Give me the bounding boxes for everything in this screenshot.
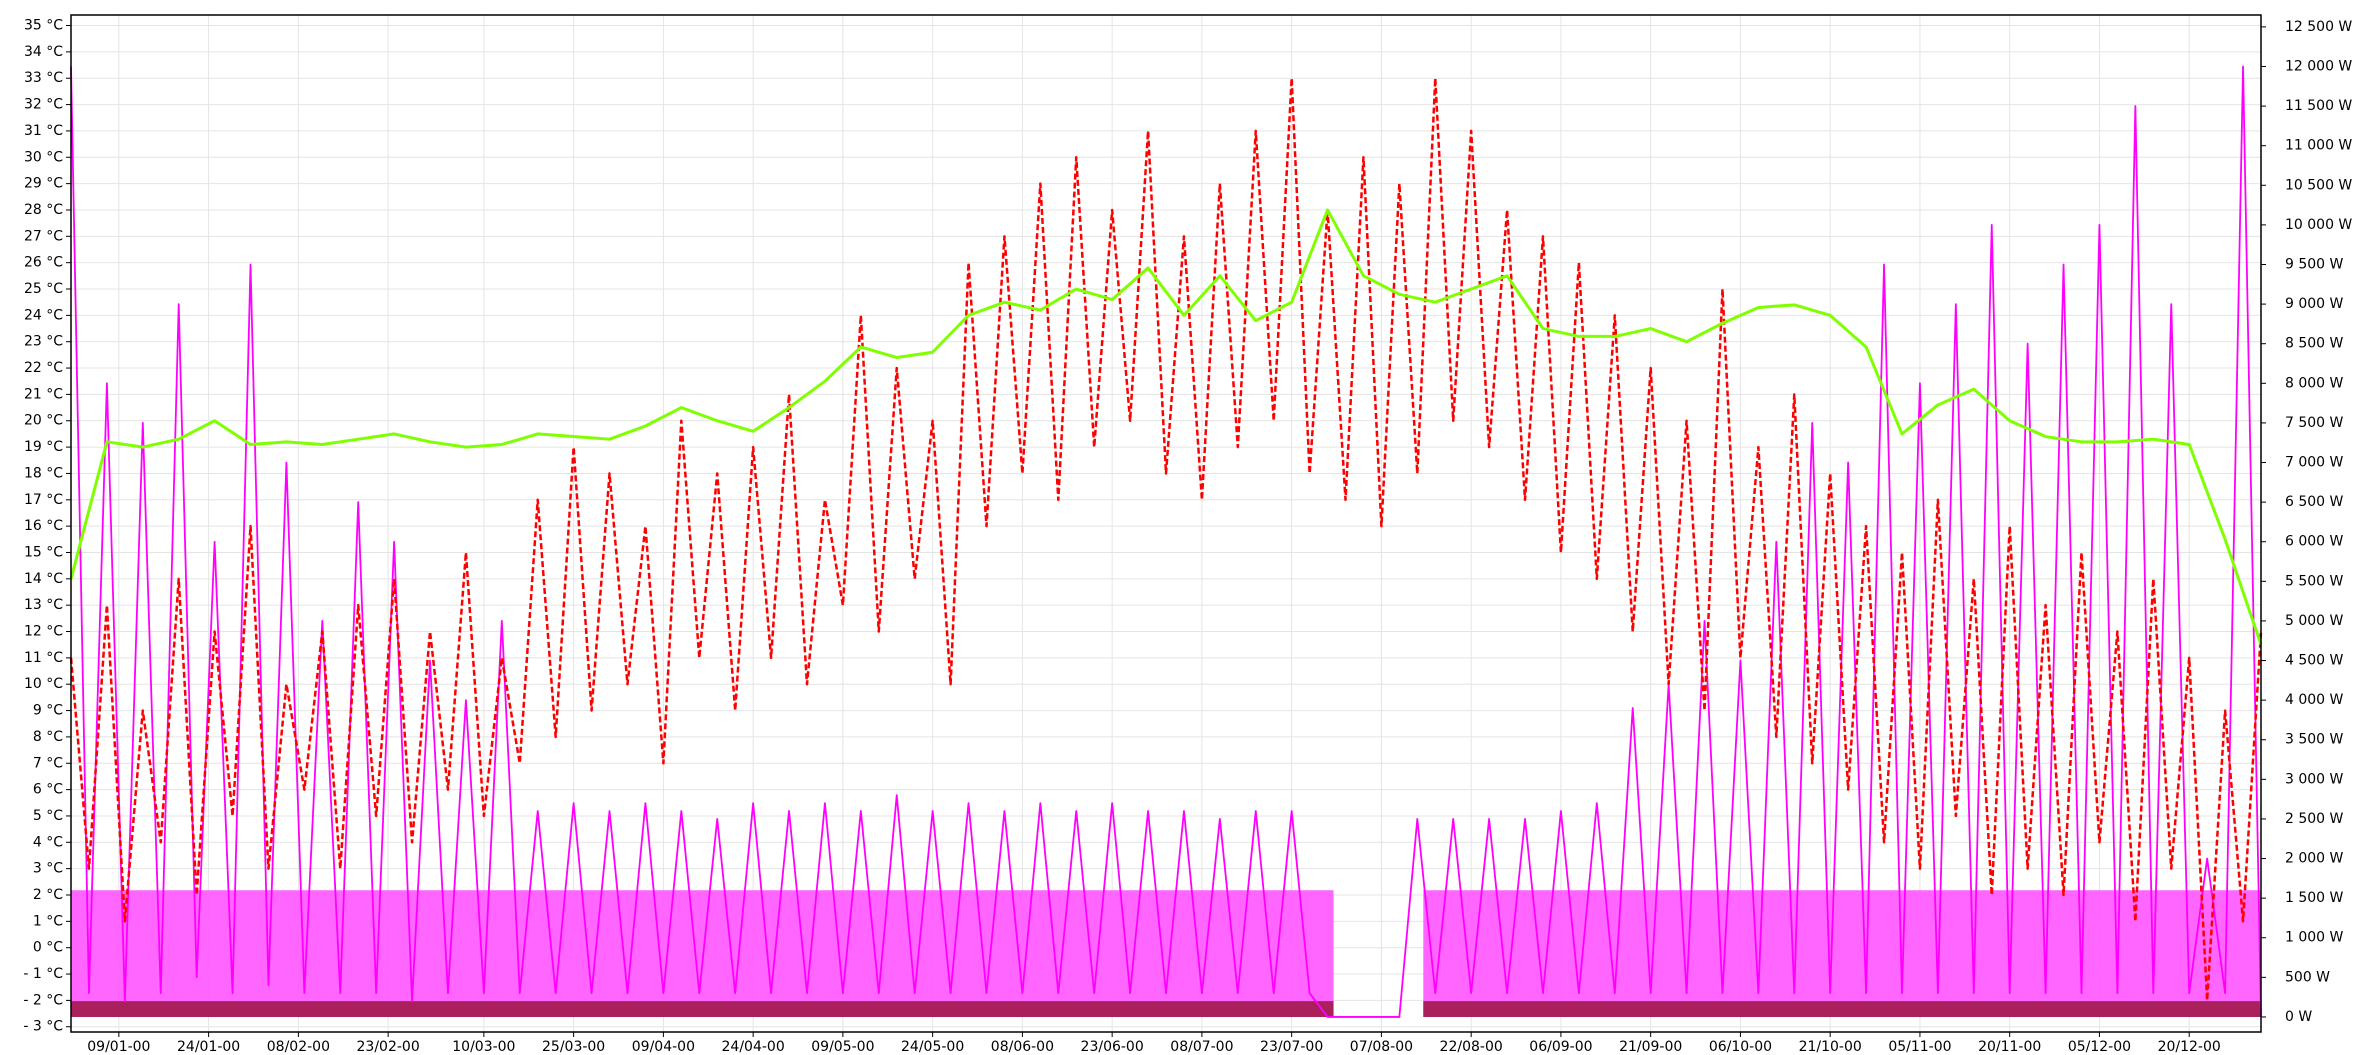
x-tick-label: 24/01-00 [177,1039,240,1055]
y2-tick-label: 9 500 W [2285,256,2344,272]
y-tick-label: 22 °C [24,360,63,376]
y-tick-label: 28 °C [24,202,63,218]
y2-tick-label: 5 500 W [2285,573,2344,589]
area [71,890,2261,1017]
y-tick-label: - 3 °C [23,1019,63,1035]
x-tick-label: 06/10-00 [1709,1039,1772,1055]
x-tick-label: 06/09-00 [1529,1039,1592,1055]
y-tick-label: 13 °C [24,597,63,613]
x-tick-label: 09/01-00 [87,1039,150,1055]
y-tick-label: 21 °C [24,386,63,402]
y-tick-label: 19 °C [24,439,63,455]
x-tick-label: 23/07-00 [1260,1039,1323,1055]
y2-tick-label: 8 000 W [2285,375,2344,391]
y2-tick-label: 8 500 W [2285,336,2344,352]
y-tick-label: 27 °C [24,228,63,244]
x-tick-label: 09/04-00 [632,1039,695,1055]
area [71,1001,2261,1017]
x-tick-label: 24/05-00 [901,1039,964,1055]
x-tick-label: 25/03-00 [542,1039,605,1055]
y2-tick-label: 500 W [2285,969,2330,985]
y-tick-label: 18 °C [24,465,63,481]
x-tick-label: 08/07-00 [1170,1039,1233,1055]
x-tick-label: 08/02-00 [267,1039,330,1055]
y-tick-label: 32 °C [24,97,63,113]
y-tick-label: 31 °C [24,123,63,139]
x-tick-label: 20/11-00 [1978,1039,2041,1055]
y-tick-label: 10 °C [24,676,63,692]
x-tick-label: 21/10-00 [1799,1039,1862,1055]
y2-tick-label: 9 000 W [2285,296,2344,312]
y-tick-label: 35 °C [24,18,63,34]
y2-tick-label: 6 000 W [2285,534,2344,550]
x-tick-label: 07/08-00 [1350,1039,1413,1055]
y-tick-label: 7 °C [33,755,63,771]
y2-tick-label: 1 000 W [2285,930,2344,946]
y-tick-label: 0 °C [33,940,63,956]
line [69,76,2263,1002]
x-tick-label: 23/02-00 [357,1039,420,1055]
y2-tick-label: 12 000 W [2285,58,2352,74]
y-tick-label: - 1 °C [23,966,63,982]
y2-tick-label: 11 500 W [2285,98,2352,114]
y-tick-label: 14 °C [24,571,63,587]
y-tick-label: 23 °C [24,334,63,350]
y2-tick-label: 1 500 W [2285,890,2344,906]
y2-tick-label: 2 000 W [2285,851,2344,867]
y2-tick-label: 12 500 W [2285,19,2352,35]
y-tick-label: 8 °C [33,729,63,745]
x-tick-label: 22/08-00 [1440,1039,1503,1055]
x-tick-label: 05/11-00 [1888,1039,1951,1055]
y2-tick-label: 3 000 W [2285,771,2344,787]
y2-tick-label: 4 500 W [2285,653,2344,669]
y-tick-label: 12 °C [24,624,63,640]
y2-tick-label: 7 500 W [2285,415,2344,431]
y2-tick-label: 2 500 W [2285,811,2344,827]
y-tick-label: 24 °C [24,307,63,323]
y-tick-label: 26 °C [24,255,63,271]
y2-tick-label: 3 500 W [2285,732,2344,748]
x-tick-label: 05/12-00 [2068,1039,2131,1055]
y-tick-label: - 2 °C [23,992,63,1008]
line [70,65,2262,1018]
y2-tick-label: 7 000 W [2285,455,2344,471]
y-tick-label: 25 °C [24,281,63,297]
y-tick-label: 33 °C [24,70,63,86]
y-tick-label: 1 °C [33,913,63,929]
y2-tick-label: 10 500 W [2285,177,2352,193]
y-tick-label: 3 °C [33,861,63,877]
y-tick-label: 30 °C [24,149,63,165]
y-tick-label: 16 °C [24,518,63,534]
y-tick-label: 20 °C [24,413,63,429]
y2-tick-label: 5 000 W [2285,613,2344,629]
x-tick-label: 21/09-00 [1619,1039,1682,1055]
y-tick-label: 29 °C [24,176,63,192]
y-tick-label: 34 °C [24,44,63,60]
y-tick-label: 9 °C [33,703,63,719]
x-tick-label: 08/06-00 [991,1039,1054,1055]
y2-tick-label: 10 000 W [2285,217,2352,233]
x-tick-label: 24/04-00 [722,1039,785,1055]
y-tick-label: 2 °C [33,887,63,903]
x-tick-label: 10/03-00 [452,1039,515,1055]
plot-frame [70,14,2262,1033]
x-tick-label: 23/06-00 [1081,1039,1144,1055]
y-tick-label: 6 °C [33,782,63,798]
y2-tick-label: 11 000 W [2285,138,2352,154]
y-tick-label: 11 °C [24,650,63,666]
y-tick-label: 4 °C [33,834,63,850]
y2-tick-label: 0 W [2285,1009,2312,1025]
y2-tick-label: 4 000 W [2285,692,2344,708]
x-tick-label: 20/12-00 [2158,1039,2221,1055]
y-tick-label: 5 °C [33,808,63,824]
line [69,208,2263,646]
y-tick-label: 15 °C [24,544,63,560]
x-tick-label: 09/05-00 [811,1039,874,1055]
y-tick-label: 17 °C [24,492,63,508]
y2-tick-label: 6 500 W [2285,494,2344,510]
